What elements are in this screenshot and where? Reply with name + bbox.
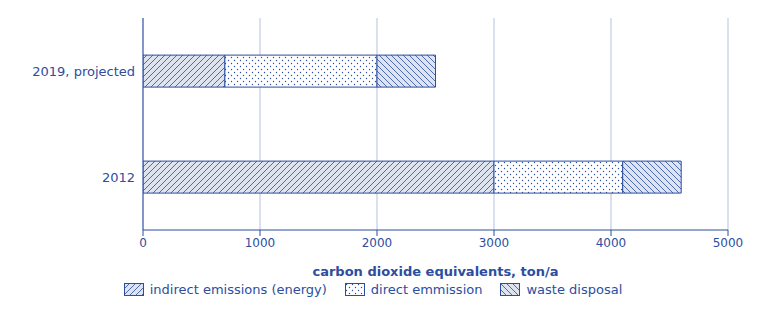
svg-text:4000: 4000 [596, 236, 627, 250]
svg-text:5000: 5000 [713, 236, 744, 250]
svg-text:2012: 2012 [102, 170, 135, 185]
svg-text:carbon dioxide equivalents, to: carbon dioxide equivalents, ton/a [312, 264, 558, 279]
svg-text:0: 0 [139, 236, 147, 250]
svg-text:2019, projected: 2019, projected [32, 64, 135, 79]
svg-text:1000: 1000 [245, 236, 276, 250]
html-text:indirect emissions (energy): indirect emissions (energy) [149, 282, 327, 297]
svg-text:2000: 2000 [362, 236, 393, 250]
html-text:waste disposal: waste disposal [526, 282, 623, 297]
svg-text:3000: 3000 [479, 236, 510, 250]
html-text:direct emmission: direct emmission [370, 282, 483, 297]
